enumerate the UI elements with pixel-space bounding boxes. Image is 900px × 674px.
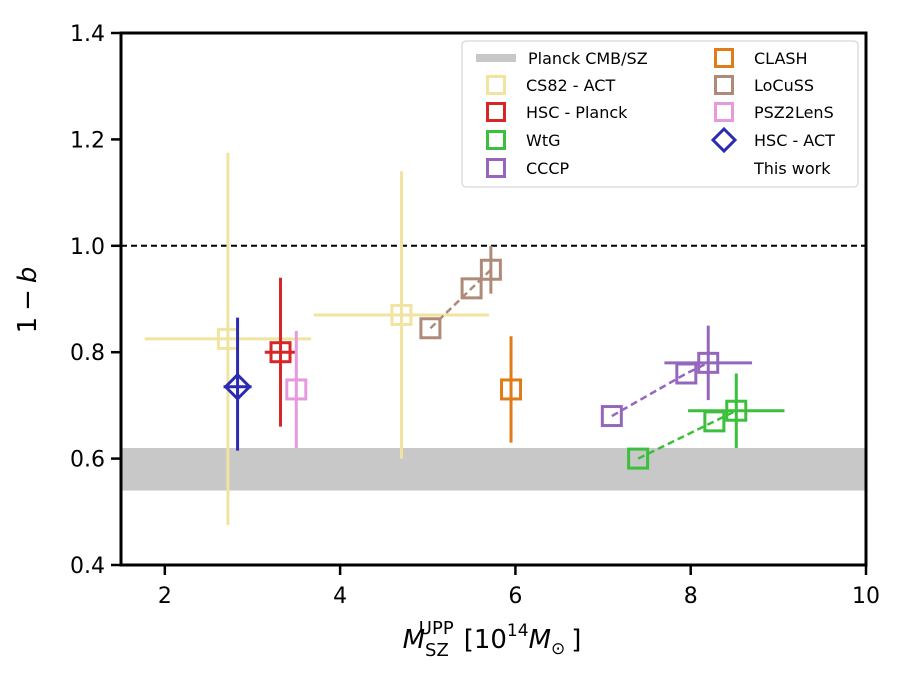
- series-clash: [500, 336, 523, 443]
- x-tick-label-4: 10: [852, 584, 880, 609]
- marker-cccp-1: [675, 362, 698, 385]
- marker-cccp-2: [697, 351, 720, 374]
- x-tick-label-0: 2: [158, 584, 172, 609]
- legend-swatch-hsc-planck: [486, 102, 506, 122]
- marker-locuss-0: [419, 317, 442, 340]
- y-tick-label-3: 1.0: [70, 235, 105, 260]
- series-line-wtg: [637, 409, 737, 460]
- x-tick-label-2: 6: [508, 584, 522, 609]
- legend-label-cccp: CCCP: [526, 159, 570, 178]
- legend-box: [461, 40, 859, 188]
- plot-frame: [119, 31, 868, 567]
- series-line-locuss: [429, 268, 492, 330]
- legend-label-hsc-act: HSC - ACT: [754, 131, 835, 150]
- marker-hsc-act-0: [223, 372, 252, 401]
- y-tick-label-2: 0.8: [70, 341, 105, 366]
- marker-psz2lens-0: [285, 378, 308, 401]
- legend-label-psz2lens: PSZ2LenS: [754, 103, 834, 122]
- series-hsc-planck: [264, 277, 297, 427]
- y-axis-label: 1−b: [13, 267, 43, 334]
- legend-swatch-psz2lens: [714, 102, 734, 122]
- legend-label-clash: CLASH: [754, 49, 808, 68]
- series-layer: [144, 152, 785, 526]
- legend-swatch-cccp: [486, 158, 506, 178]
- series-line-cccp: [611, 361, 709, 418]
- marker-wtg-0: [627, 447, 650, 470]
- x-tick-label-3: 8: [684, 584, 698, 609]
- series-locuss: [419, 245, 502, 340]
- marker-locuss-2: [479, 258, 502, 281]
- series-cs82-act: [144, 152, 490, 526]
- marker-cs82-act-1: [390, 303, 413, 326]
- legend-label-hsc-planck: HSC - Planck: [526, 103, 628, 122]
- series-cccp: [600, 325, 753, 428]
- x-axis-label: MSZUPP [1014M⊙]: [403, 618, 582, 661]
- marker-wtg-2: [725, 399, 748, 422]
- legend-label-this-work: This work: [753, 159, 831, 178]
- marker-clash-0: [500, 378, 523, 401]
- y-tick-label-5: 1.4: [70, 22, 105, 47]
- axes-layer: 2 4 6 8 10 0.4 0.6 0.8 1.0 1.2 1.4: [70, 22, 880, 609]
- legend-label-locuss: LoCuSS: [754, 76, 814, 95]
- legend-label-planck-cmb-sz: Planck CMB/SZ: [528, 49, 648, 68]
- marker-locuss-1: [460, 277, 483, 300]
- series-wtg: [627, 373, 785, 470]
- series-psz2lens: [285, 330, 308, 448]
- x-tick-label-1: 4: [333, 584, 347, 609]
- legend-label-wtg: WtG: [526, 131, 561, 150]
- legend-swatch-cs82-act: [486, 75, 506, 95]
- legend: Planck CMB/SZ CS82 - ACT HSC - Planck WtG CC…: [461, 40, 859, 188]
- legend-swatch-locuss: [714, 75, 734, 95]
- legend-swatch-hsc-act: [710, 126, 738, 154]
- series-hsc-act: [223, 317, 252, 451]
- planck-cmb-sz-band: [121, 447, 866, 491]
- marker-hsc-planck-0: [269, 341, 292, 364]
- legend-swatch-clash: [714, 48, 734, 68]
- planck-band-layer: [121, 447, 866, 491]
- y-tick-label-0: 0.4: [70, 554, 105, 579]
- legend-swatch-wtg: [486, 130, 506, 150]
- legend-label-cs82-act: CS82 - ACT: [526, 76, 615, 95]
- marker-wtg-1: [703, 410, 726, 433]
- marker-cccp-0: [600, 405, 623, 428]
- axis-labels: MSZUPP [1014M⊙] 1−b: [13, 267, 581, 661]
- y-tick-label-1: 0.6: [70, 448, 105, 473]
- y-tick-label-4: 1.2: [70, 128, 105, 153]
